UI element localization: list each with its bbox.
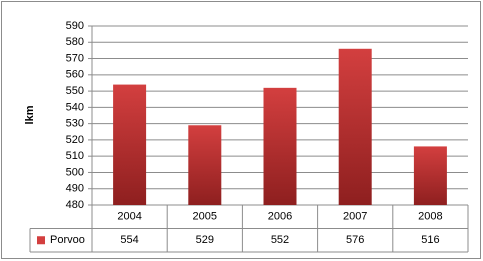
legend-label: Porvoo bbox=[50, 234, 85, 246]
bar bbox=[263, 87, 297, 205]
y-axis-title: lkm bbox=[24, 105, 36, 124]
table-value: 554 bbox=[120, 234, 138, 246]
y-tick-label: 480 bbox=[66, 199, 84, 211]
y-tick-label: 520 bbox=[66, 134, 84, 146]
bar bbox=[413, 146, 447, 205]
table-value: 516 bbox=[421, 234, 439, 246]
legend-swatch bbox=[37, 236, 45, 245]
y-tick-label: 500 bbox=[66, 166, 84, 178]
y-tick-label: 570 bbox=[66, 52, 84, 64]
x-tick-label: 2008 bbox=[418, 211, 442, 223]
x-tick-label: 2006 bbox=[268, 211, 292, 223]
y-tick-label: 590 bbox=[66, 20, 84, 32]
x-tick-label: 2005 bbox=[193, 211, 217, 223]
y-tick-label: 580 bbox=[66, 36, 84, 48]
y-tick-label: 550 bbox=[66, 85, 84, 97]
y-tick-label: 510 bbox=[66, 150, 84, 162]
table-value: 576 bbox=[346, 234, 364, 246]
table-value: 552 bbox=[271, 234, 289, 246]
y-tick-label: 490 bbox=[66, 183, 84, 195]
y-tick-label: 530 bbox=[66, 118, 84, 130]
x-tick-label: 2007 bbox=[343, 211, 367, 223]
x-tick-label: 2004 bbox=[117, 211, 141, 223]
y-tick-label: 560 bbox=[66, 69, 84, 81]
bar bbox=[188, 125, 222, 205]
y-tick-label: 540 bbox=[66, 101, 84, 113]
table-value: 529 bbox=[196, 234, 214, 246]
bar bbox=[113, 84, 147, 205]
bar bbox=[338, 48, 372, 206]
